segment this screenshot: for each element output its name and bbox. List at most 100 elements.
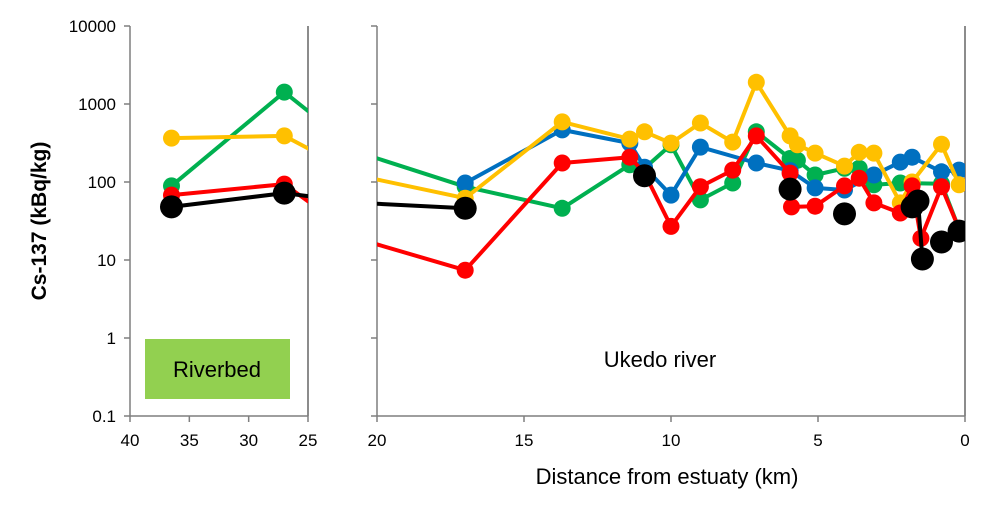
series-2-point — [865, 144, 883, 162]
x-axis-label: Distance from estuaty (km) — [536, 464, 799, 489]
series-3-point — [526, 165, 543, 182]
series-4-point — [947, 219, 965, 243]
x-tick-label: 25 — [299, 431, 318, 450]
series-3-point — [548, 177, 565, 194]
series-3-point — [747, 127, 765, 145]
series-1-point — [456, 174, 474, 192]
series-4-point — [453, 196, 477, 220]
series-0-point — [553, 199, 571, 217]
series-2-point — [691, 114, 709, 132]
series-0-point — [570, 175, 587, 192]
series-3-point — [621, 148, 639, 166]
series-2-point — [850, 143, 868, 161]
series-0-point — [512, 123, 529, 140]
series-2-point — [788, 136, 806, 154]
series-1-point — [903, 148, 921, 166]
series-4-point — [930, 230, 953, 254]
series-2-point — [467, 123, 484, 140]
x-tick-label: 5 — [813, 431, 822, 450]
series-4-point — [833, 202, 856, 226]
series-4-line — [583, 201, 587, 259]
series-4-point — [906, 189, 930, 213]
series-2-point — [636, 123, 653, 141]
series-4-point — [391, 197, 414, 220]
series-0-point — [806, 166, 824, 184]
series-1-point — [806, 179, 824, 197]
y-tick-label: 1 — [107, 329, 116, 348]
series-3-point — [691, 178, 709, 196]
series-3-point — [570, 205, 587, 222]
series-2-point — [434, 113, 451, 130]
series-2-point — [662, 134, 680, 152]
series-1-point — [461, 135, 478, 152]
series-1-point — [691, 138, 709, 156]
x-tick-label: 35 — [180, 431, 199, 450]
y-tick-label: 10 — [97, 251, 116, 270]
series-2-point — [836, 157, 853, 175]
x-tick-label: 30 — [239, 431, 258, 450]
series-2-point — [163, 129, 180, 147]
axes: 40 35 30 25 20 15 10 5 0 0.1 1 10 100 1000 10000 — [69, 17, 970, 450]
riverbed-label-box — [145, 339, 290, 399]
series-4-point — [523, 178, 546, 201]
series-2-point — [275, 127, 293, 145]
series-1-point — [747, 154, 765, 172]
series-0-point — [478, 136, 495, 153]
series-3-point — [783, 198, 800, 216]
series-2-point — [950, 176, 965, 194]
series-4-point — [633, 164, 656, 188]
x-tick-label: 20 — [368, 431, 387, 450]
series-4-point — [591, 220, 614, 243]
series-1-point — [489, 139, 506, 156]
series-3-point — [806, 197, 824, 215]
series-2-point — [575, 174, 592, 191]
x-tick-label: 15 — [515, 431, 534, 450]
series-3-point — [594, 221, 611, 238]
series-3-point — [553, 154, 571, 172]
series-3-point — [850, 169, 868, 187]
series-2-point — [461, 131, 478, 148]
series-3-point — [724, 161, 742, 179]
series-1-point — [594, 162, 611, 179]
series-1-point — [587, 163, 604, 180]
series-2-point — [489, 115, 506, 132]
panel-ukedo-river — [377, 73, 965, 279]
riverbed-label: Riverbed — [173, 357, 261, 382]
panel-riverbed — [160, 74, 614, 279]
series-2-point — [621, 130, 639, 148]
series-2-point — [933, 135, 950, 153]
series-4-point — [778, 177, 802, 201]
series-2-point — [478, 135, 495, 152]
series-1-point — [933, 163, 950, 181]
series-3-point — [836, 177, 853, 195]
series-1-point — [434, 121, 451, 138]
x-tick-label: 0 — [960, 431, 969, 450]
series-3-point — [865, 194, 883, 212]
series-2-point — [553, 113, 571, 131]
series-0-point — [559, 176, 576, 193]
series-2-point — [512, 74, 529, 91]
series-2-point — [747, 73, 765, 91]
series-1-point — [526, 162, 543, 179]
x-tick-label: 10 — [662, 431, 681, 450]
series-0-point — [275, 83, 293, 101]
series-2-point — [806, 144, 824, 162]
y-axis-label: Cs-137 (kBq/kg) — [28, 142, 51, 301]
series-1-point — [865, 166, 883, 184]
series-3-point — [478, 218, 495, 235]
series-0-point — [724, 174, 742, 192]
series-0-point — [502, 175, 519, 192]
series-3-point — [933, 178, 950, 196]
series-0-point — [461, 156, 478, 173]
series-3-point — [461, 149, 478, 166]
series-3-point — [394, 262, 411, 279]
x-tick-label: 40 — [121, 431, 140, 450]
series-0-point — [526, 150, 543, 167]
series-2-point — [536, 145, 553, 162]
series-0-point — [594, 221, 611, 238]
series-4-point — [160, 195, 183, 219]
series-2-point — [502, 134, 519, 151]
series-1-point — [662, 186, 680, 204]
series-4-point — [272, 181, 296, 205]
